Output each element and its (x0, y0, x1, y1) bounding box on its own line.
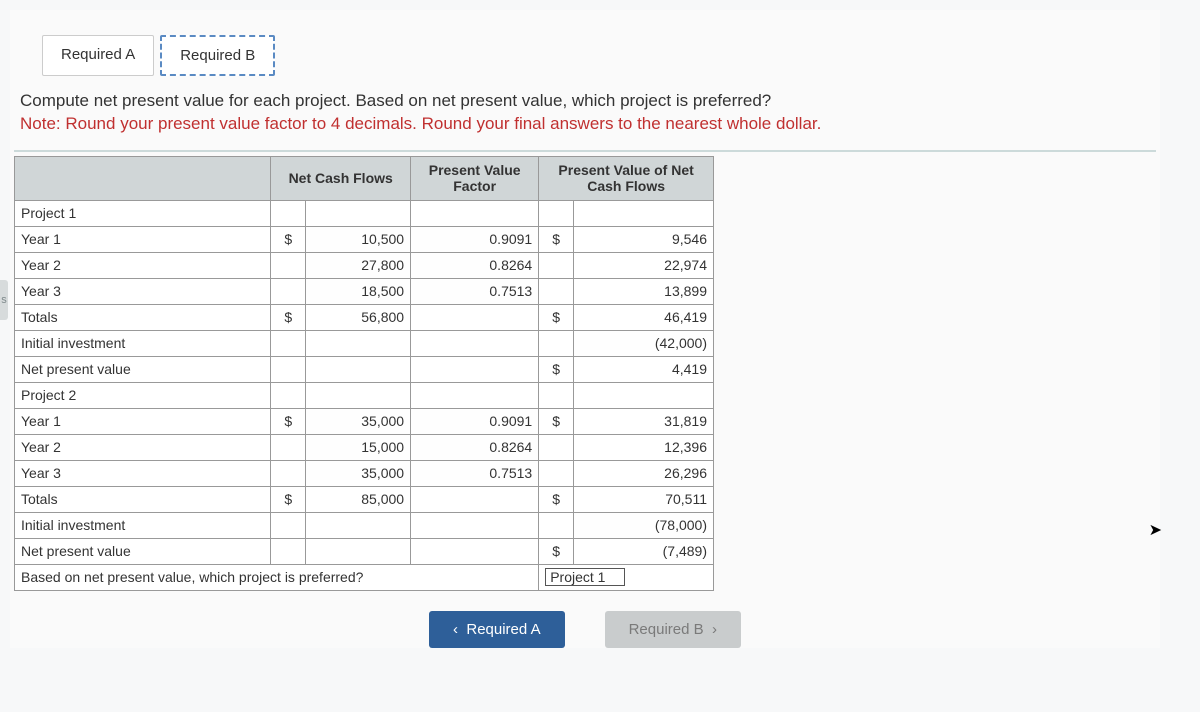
p1-y1-pv: 9,546 (574, 226, 714, 252)
p1-y2-ncf[interactable]: 27,800 (306, 252, 411, 278)
chevron-right-icon: › (712, 621, 717, 638)
row-p1-y1: Year 1 $ 10,500 0.9091 $ 9,546 (15, 226, 714, 252)
preferred-project-cell[interactable]: Project 1 (539, 564, 714, 590)
p1-y3-ncf[interactable]: 18,500 (306, 278, 411, 304)
npv-table: Net Cash Flows Present Value Factor Pres… (14, 156, 714, 591)
p2-y2-pv: 12,396 (574, 434, 714, 460)
chevron-left-icon: ‹ (453, 621, 458, 638)
p1-init[interactable]: (42,000) (574, 330, 714, 356)
p1-y1-currency: $ (271, 226, 306, 252)
p1-npv-currency: $ (539, 356, 574, 382)
requirement-tabs: Required A Required B (42, 35, 1160, 76)
p1-y1-pvf[interactable]: 0.9091 (411, 226, 539, 252)
row-p2-npv: Net present value $ (7,489) (15, 538, 714, 564)
label-y3-b: Year 3 (15, 460, 271, 486)
p2-y1-ncf[interactable]: 35,000 (306, 408, 411, 434)
p2-y1-pv-currency: $ (539, 408, 574, 434)
label-y3: Year 3 (15, 278, 271, 304)
row-project2: Project 2 (15, 382, 714, 408)
label-init-b: Initial investment (15, 512, 271, 538)
p1-y3-pv: 13,899 (574, 278, 714, 304)
p1-y1-ncf[interactable]: 10,500 (306, 226, 411, 252)
p2-tot-currency: $ (271, 486, 306, 512)
label-npv: Net present value (15, 356, 271, 382)
row-p2-y2: Year 2 15,000 0.8264 12,396 (15, 434, 714, 460)
header-row: Net Cash Flows Present Value Factor Pres… (15, 156, 714, 200)
label-init: Initial investment (15, 330, 271, 356)
p2-y1-pv: 31,819 (574, 408, 714, 434)
prev-label: Required A (466, 621, 540, 638)
p1-tot-pv: 46,419 (574, 304, 714, 330)
p2-npv: (7,489) (574, 538, 714, 564)
row-p1-y2: Year 2 27,800 0.8264 22,974 (15, 252, 714, 278)
footer-nav: ‹ Required A Required B › (10, 611, 1160, 648)
p2-y1-currency: $ (271, 408, 306, 434)
row-p1-init: Initial investment (42,000) (15, 330, 714, 356)
note-text: Round your present value factor to 4 dec… (65, 114, 821, 133)
exercise-panel: Required A Required B Compute net presen… (10, 10, 1160, 648)
label-npv-b: Net present value (15, 538, 271, 564)
p1-tot-currency: $ (271, 304, 306, 330)
header-pv-factor: Present Value Factor (411, 156, 539, 200)
row-p2-y3: Year 3 35,000 0.7513 26,296 (15, 460, 714, 486)
left-edge-marker: s (0, 280, 8, 320)
label-totals: Totals (15, 304, 271, 330)
p2-y3-pvf[interactable]: 0.7513 (411, 460, 539, 486)
instruction-text: Compute net present value for each proje… (20, 91, 771, 110)
label-totals-b: Totals (15, 486, 271, 512)
next-label: Required B (629, 621, 704, 638)
p2-y1-pvf[interactable]: 0.9091 (411, 408, 539, 434)
p1-npv: 4,419 (574, 356, 714, 382)
p1-tot-ncf: 56,800 (306, 304, 411, 330)
header-net-cash-flows: Net Cash Flows (271, 156, 411, 200)
label-y1: Year 1 (15, 226, 271, 252)
p2-y3-ncf[interactable]: 35,000 (306, 460, 411, 486)
row-p2-y1: Year 1 $ 35,000 0.9091 $ 31,819 (15, 408, 714, 434)
p1-y3-pvf[interactable]: 0.7513 (411, 278, 539, 304)
row-p2-totals: Totals $ 85,000 $ 70,511 (15, 486, 714, 512)
p2-tot-pv: 70,511 (574, 486, 714, 512)
label-y1-b: Year 1 (15, 408, 271, 434)
note-label: Note: (20, 114, 61, 133)
label-y2-b: Year 2 (15, 434, 271, 460)
p2-y2-pvf[interactable]: 0.8264 (411, 434, 539, 460)
instructions-block: Compute net present value for each proje… (14, 88, 1156, 142)
next-required-b-button[interactable]: Required B › (605, 611, 741, 648)
label-project2: Project 2 (15, 382, 271, 408)
p1-y2-pv: 22,974 (574, 252, 714, 278)
row-p1-totals: Totals $ 56,800 $ 46,419 (15, 304, 714, 330)
preferred-project-select[interactable]: Project 1 (545, 568, 625, 586)
p1-y1-pv-currency: $ (539, 226, 574, 252)
row-p1-npv: Net present value $ 4,419 (15, 356, 714, 382)
p1-y2-pvf[interactable]: 0.8264 (411, 252, 539, 278)
p2-npv-currency: $ (539, 538, 574, 564)
row-p2-init: Initial investment (78,000) (15, 512, 714, 538)
row-p1-y3: Year 3 18,500 0.7513 13,899 (15, 278, 714, 304)
p2-y3-pv: 26,296 (574, 460, 714, 486)
tab-required-b[interactable]: Required B (160, 35, 275, 76)
header-blank (15, 156, 271, 200)
label-project1: Project 1 (15, 200, 271, 226)
row-question: Based on net present value, which projec… (15, 564, 714, 590)
row-project1: Project 1 (15, 200, 714, 226)
question-label: Based on net present value, which projec… (15, 564, 539, 590)
p1-tot-pv-currency: $ (539, 304, 574, 330)
label-y2: Year 2 (15, 252, 271, 278)
npv-table-wrap: Net Cash Flows Present Value Factor Pres… (14, 156, 714, 591)
divider (14, 150, 1156, 152)
tab-required-a[interactable]: Required A (42, 35, 154, 76)
prev-required-a-button[interactable]: ‹ Required A (429, 611, 565, 648)
p2-y2-ncf[interactable]: 15,000 (306, 434, 411, 460)
p2-tot-pv-currency: $ (539, 486, 574, 512)
header-pv-net-cash-flows: Present Value of Net Cash Flows (539, 156, 714, 200)
p2-tot-ncf: 85,000 (306, 486, 411, 512)
p2-init[interactable]: (78,000) (574, 512, 714, 538)
